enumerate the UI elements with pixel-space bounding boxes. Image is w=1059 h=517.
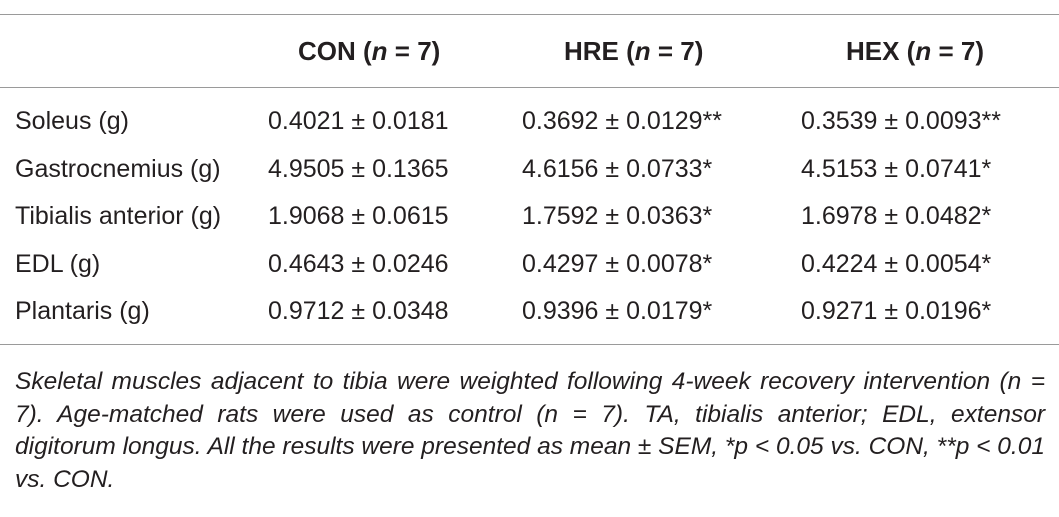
table-row: Plantaris (g) 0.9712 ± 0.0348 0.9396 ± 0… [0, 288, 1059, 344]
header-rule [0, 87, 1059, 88]
table-row: EDL (g) 0.4643 ± 0.0246 0.4297 ± 0.0078*… [0, 241, 1059, 289]
hex-value: 0.9271 ± 0.0196* [801, 297, 992, 326]
con-value: 0.4643 ± 0.0246 [268, 249, 449, 278]
hex-value: 1.6978 ± 0.0482* [801, 202, 992, 231]
hex-value: 0.3539 ± 0.0093** [801, 107, 1001, 136]
row-label: Plantaris (g) [15, 297, 150, 326]
row-label: Tibialis anterior (g) [15, 202, 222, 231]
bottom-rule [0, 343, 1059, 345]
hex-value: 4.5153 ± 0.0741* [801, 154, 992, 183]
hre-value: 1.7592 ± 0.0363* [522, 202, 713, 231]
con-value: 1.9068 ± 0.0615 [268, 202, 449, 231]
row-label: Soleus (g) [15, 107, 129, 136]
muscle-weight-table: CON (n = 7) HRE (n = 7) HEX (n = 7) [0, 15, 1059, 87]
con-value: 0.4021 ± 0.0181 [268, 107, 449, 136]
con-value: 0.9712 ± 0.0348 [268, 297, 449, 326]
hre-value: 0.9396 ± 0.0179* [522, 297, 713, 326]
row-label: EDL (g) [15, 249, 101, 278]
top-rule [0, 14, 1059, 15]
con-value: 4.9505 ± 0.1365 [268, 154, 449, 183]
table-row: Tibialis anterior (g) 1.9068 ± 0.0615 1.… [0, 193, 1059, 241]
header-con: CON (n = 7) [298, 35, 441, 66]
header-hex: HEX (n = 7) [846, 35, 984, 66]
hre-value: 4.6156 ± 0.0733* [522, 154, 713, 183]
row-label: Gastrocnemius (g) [15, 154, 221, 183]
table-row: Soleus (g) 0.4021 ± 0.0181 0.3692 ± 0.01… [0, 88, 1059, 146]
hex-value: 0.4224 ± 0.0054* [801, 249, 992, 278]
table-caption: Skeletal muscles adjacent to tibia were … [15, 368, 1045, 493]
data-table-container: CON (n = 7) HRE (n = 7) HEX (n = 7) Sole… [0, 14, 1059, 345]
hre-value: 0.3692 ± 0.0129** [522, 107, 722, 136]
header-label-cell [0, 15, 254, 87]
header-hre: HRE (n = 7) [564, 35, 704, 66]
header-row: CON (n = 7) HRE (n = 7) HEX (n = 7) [0, 15, 1059, 87]
hre-value: 0.4297 ± 0.0078* [522, 249, 713, 278]
table-row: Gastrocnemius (g) 4.9505 ± 0.1365 4.6156… [0, 146, 1059, 194]
muscle-weight-table-body: Soleus (g) 0.4021 ± 0.0181 0.3692 ± 0.01… [0, 88, 1059, 344]
